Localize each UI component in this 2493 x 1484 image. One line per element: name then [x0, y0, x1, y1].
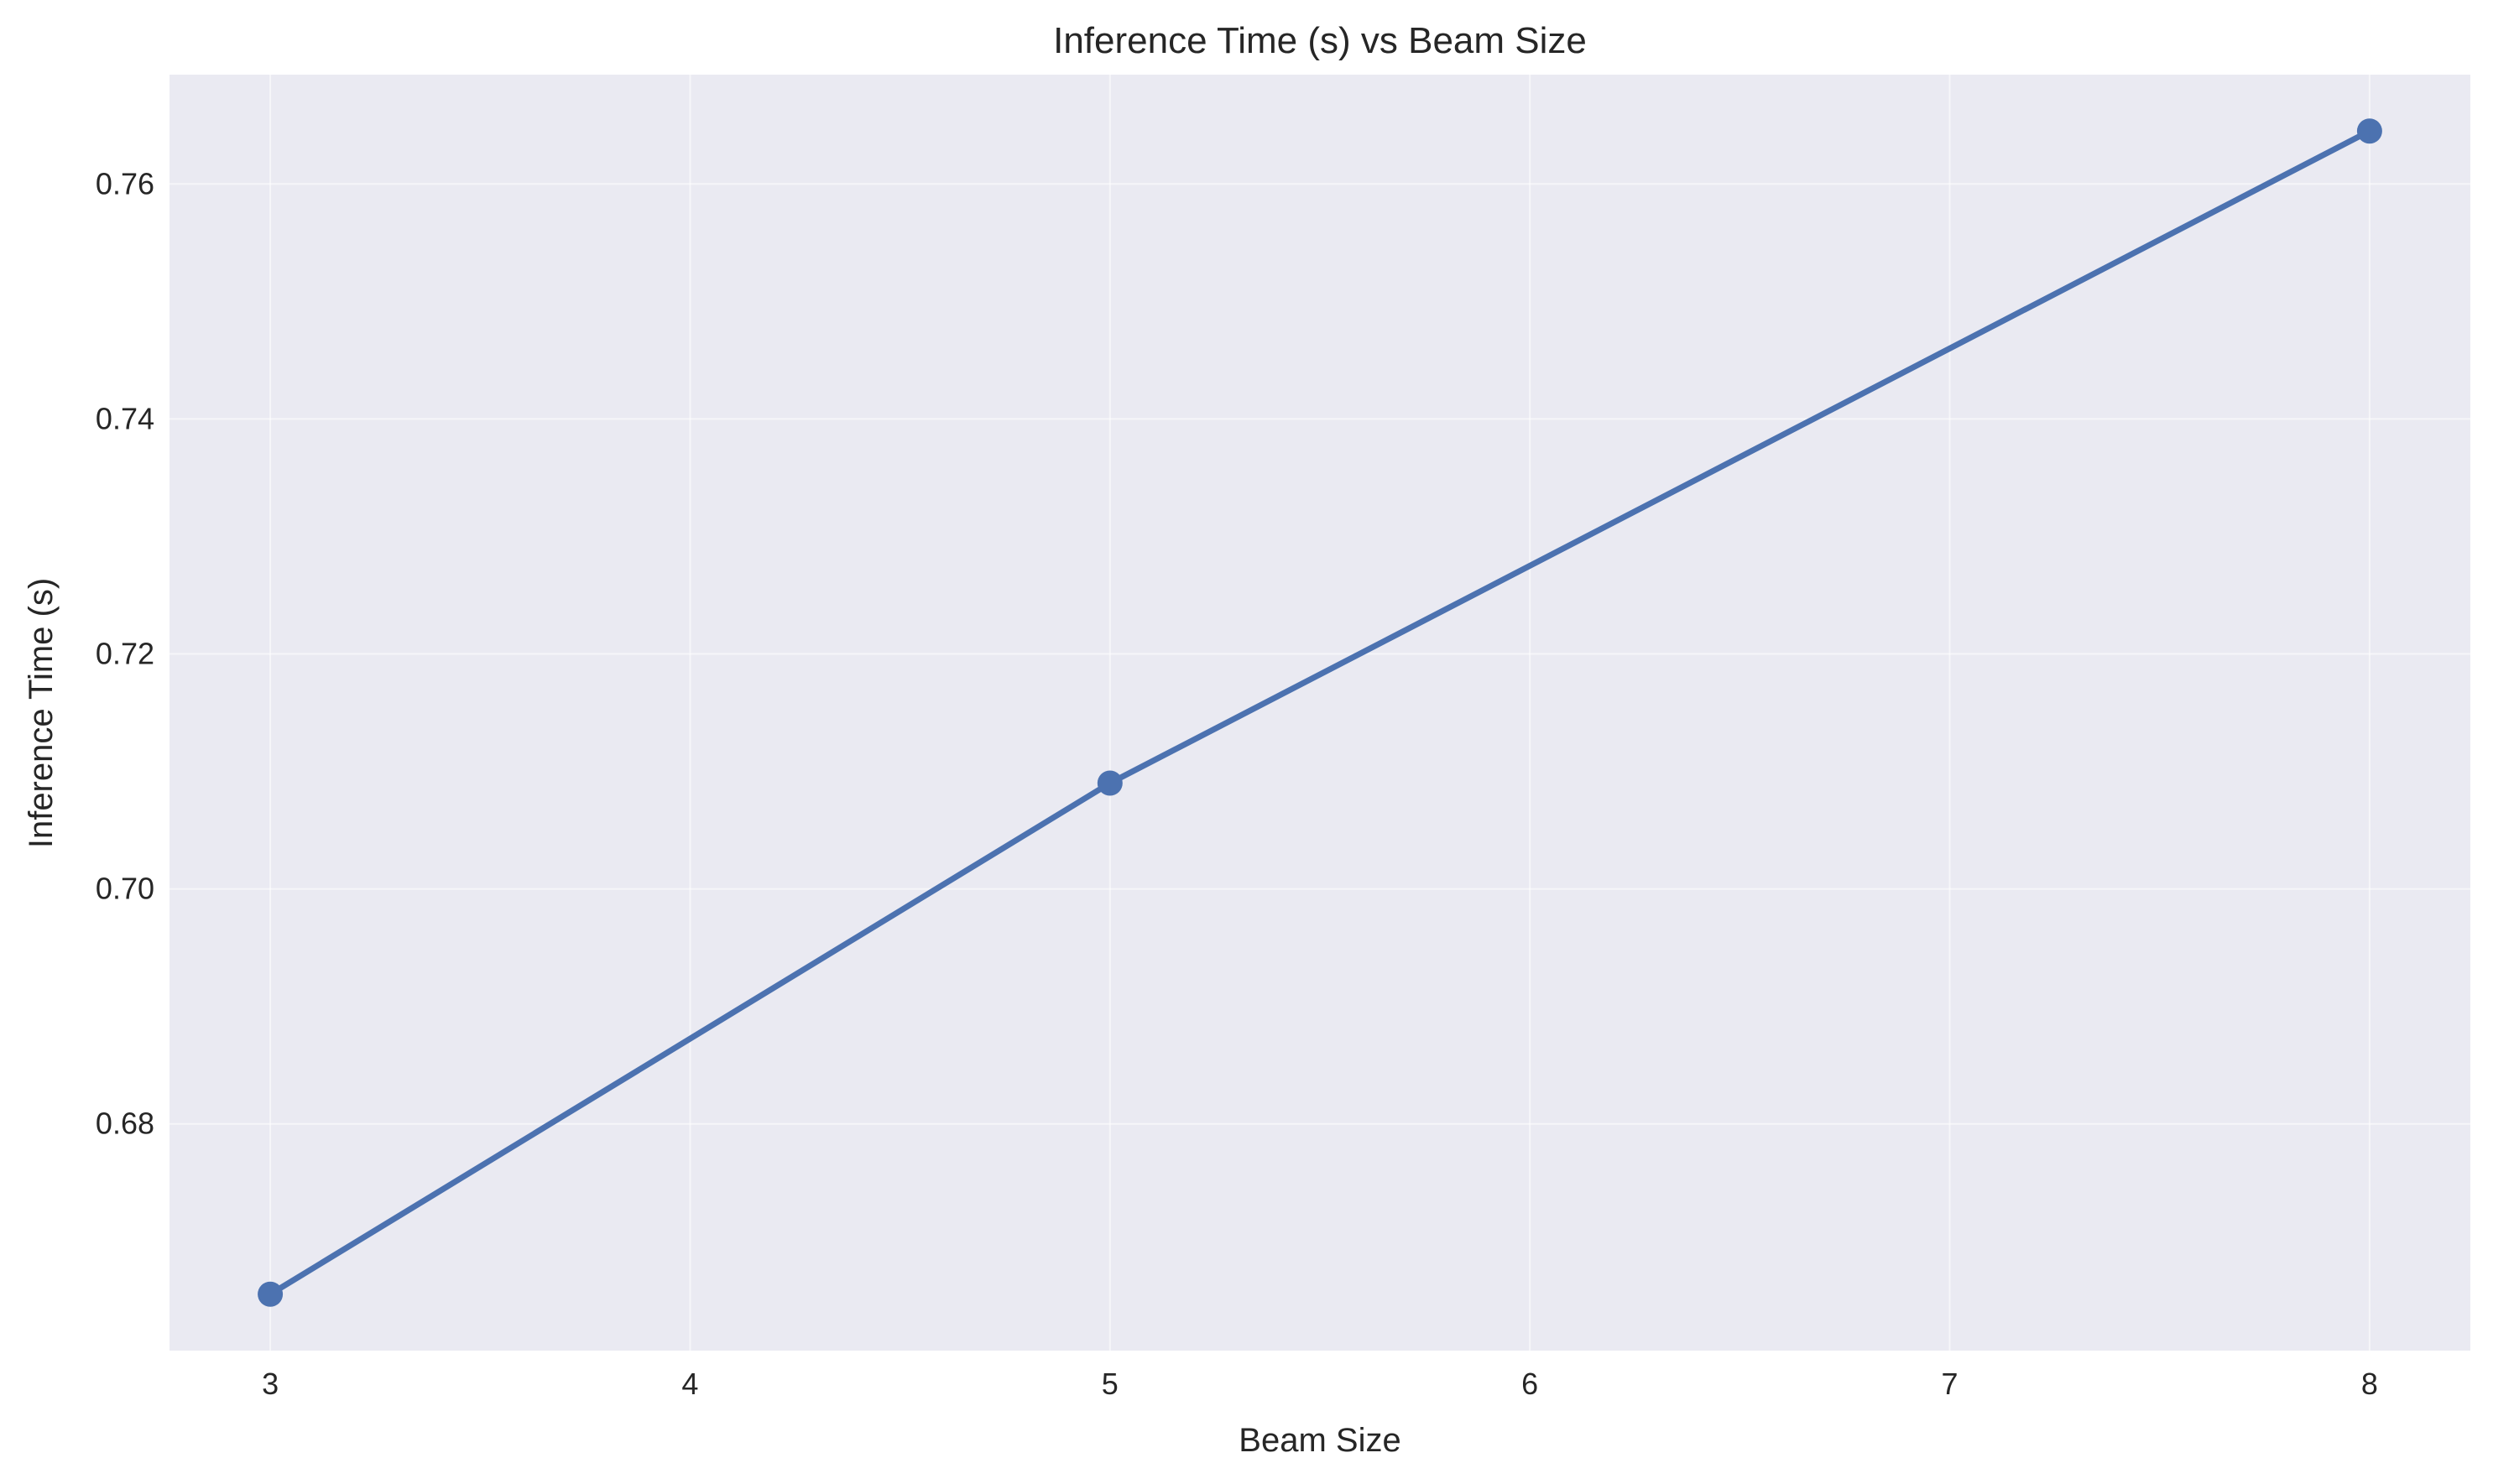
y-tick-label: 0.72: [96, 636, 154, 670]
chart-title: Inference Time (s) vs Beam Size: [1053, 20, 1587, 61]
data-point: [1097, 770, 1123, 796]
y-tick-label: 0.76: [96, 166, 154, 200]
x-tick-labels: 3 4 5 6 7 8: [262, 1367, 2378, 1401]
data-point: [2356, 118, 2382, 144]
x-tick-label: 6: [1521, 1367, 1538, 1401]
x-tick-label: 4: [681, 1367, 698, 1401]
y-axis-label: Inference Time (s): [23, 578, 60, 848]
plot-background: [170, 75, 2470, 1351]
x-tick-label: 3: [262, 1367, 279, 1401]
x-axis-label: Beam Size: [1239, 1422, 1400, 1459]
x-tick-label: 8: [2361, 1367, 2378, 1401]
x-tick-label: 7: [1942, 1367, 1958, 1401]
series-group: [258, 118, 2382, 1307]
y-tick-label: 0.74: [96, 401, 154, 435]
x-tick-label: 5: [1102, 1367, 1119, 1401]
data-point: [258, 1281, 284, 1307]
y-tick-labels: 0.68 0.70 0.72 0.74 0.76: [96, 166, 154, 1140]
y-tick-label: 0.68: [96, 1106, 154, 1141]
y-tick-label: 0.70: [96, 872, 154, 906]
